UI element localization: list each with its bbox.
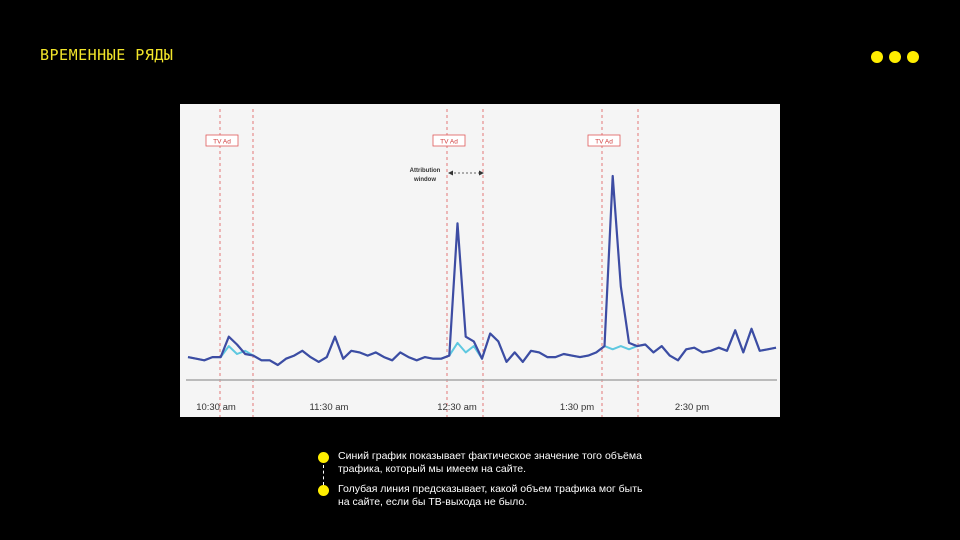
legend: Синий график показывает фактическое знач…: [316, 450, 656, 509]
tv-ad-markers: TV Ad TV Ad TV Ad: [205, 109, 639, 417]
tv-ad-badge: [432, 134, 466, 147]
x-tick-label: 12:30 am: [437, 402, 477, 413]
x-tick-label: 1:30 pm: [560, 402, 594, 413]
x-tick-label: 2:30 pm: [675, 402, 709, 413]
x-tick-label: 11:30 am: [310, 402, 349, 413]
tv-ad-label: TV Ad: [213, 139, 231, 146]
arrow-left-icon: [448, 170, 453, 176]
arrow-right-icon: [479, 170, 484, 176]
bullet-icon: [318, 452, 329, 463]
tv-ad-badge: [587, 134, 621, 147]
dot-icon: [889, 51, 901, 63]
legend-connector: [323, 465, 324, 485]
chart-svg: TV Ad TV Ad TV Ad 10:30 am 11:30 am 12:30 am…: [186, 109, 777, 417]
bullet-icon: [318, 485, 329, 496]
series-actual-line: [187, 174, 777, 367]
legend-item-actual: Синий график показывает фактическое знач…: [316, 450, 656, 476]
legend-item-predicted: Голубая линия предсказывает, какой объем…: [316, 483, 656, 509]
dot-icon: [871, 51, 883, 63]
attribution-annotation: Attribution window: [410, 168, 484, 183]
legend-text: Голубая линия предсказывает, какой объем…: [338, 483, 643, 508]
tv-ad-badge: [205, 134, 239, 147]
dot-icon: [907, 51, 919, 63]
series-lines: [187, 174, 777, 367]
page-title: ВРЕМЕННЫЕ РЯДЫ: [40, 46, 174, 64]
legend-text: Синий график показывает фактическое знач…: [338, 450, 642, 475]
attribution-label: window: [413, 177, 436, 183]
tv-ad-label: TV Ad: [595, 139, 613, 146]
three-dots-icon[interactable]: [871, 51, 919, 63]
attribution-label: Attribution: [410, 168, 441, 174]
tv-ad-label: TV Ad: [440, 139, 458, 146]
traffic-chart: TV Ad TV Ad TV Ad 10:30 am 11:30 am 12:30 am…: [180, 104, 780, 417]
x-tick-label: 10:30 am: [196, 402, 236, 413]
x-tick-labels: 10:30 am 11:30 am 12:30 am 1:30 pm 2:30 pm: [196, 402, 709, 413]
